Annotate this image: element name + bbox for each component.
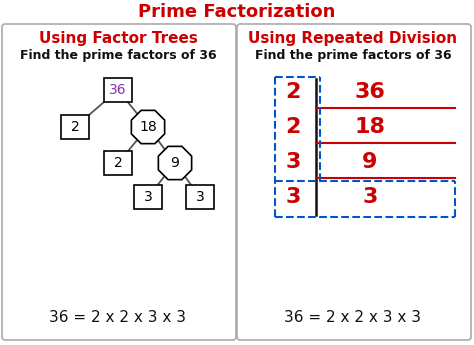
FancyBboxPatch shape	[186, 185, 214, 209]
Text: Prime Factorization: Prime Factorization	[138, 3, 336, 21]
FancyBboxPatch shape	[134, 185, 162, 209]
Text: 18: 18	[355, 117, 385, 137]
Text: 2: 2	[285, 117, 301, 137]
Text: 36: 36	[109, 83, 127, 97]
Text: Using Repeated Division: Using Repeated Division	[248, 31, 457, 47]
Text: 3: 3	[196, 190, 204, 204]
Text: Find the prime factors of 36: Find the prime factors of 36	[20, 49, 216, 61]
Text: 2: 2	[71, 120, 79, 134]
Text: 3: 3	[144, 190, 152, 204]
FancyBboxPatch shape	[61, 115, 89, 139]
Polygon shape	[158, 146, 191, 180]
FancyBboxPatch shape	[237, 24, 471, 340]
FancyBboxPatch shape	[104, 151, 132, 175]
Text: 36 = 2 x 2 x 3 x 3: 36 = 2 x 2 x 3 x 3	[49, 309, 186, 325]
Text: 3: 3	[285, 187, 301, 207]
Text: 36: 36	[355, 82, 385, 102]
Text: 9: 9	[171, 156, 180, 170]
Text: 18: 18	[139, 120, 157, 134]
Polygon shape	[131, 110, 164, 144]
Text: 2: 2	[285, 82, 301, 102]
Text: 3: 3	[362, 187, 378, 207]
Text: Find the prime factors of 36: Find the prime factors of 36	[255, 49, 451, 61]
Text: 9: 9	[362, 152, 378, 172]
Text: 2: 2	[114, 156, 122, 170]
FancyBboxPatch shape	[2, 24, 236, 340]
Text: Using Factor Trees: Using Factor Trees	[38, 31, 198, 47]
FancyBboxPatch shape	[104, 78, 132, 102]
Text: 3: 3	[285, 152, 301, 172]
Text: 36 = 2 x 2 x 3 x 3: 36 = 2 x 2 x 3 x 3	[284, 309, 421, 325]
